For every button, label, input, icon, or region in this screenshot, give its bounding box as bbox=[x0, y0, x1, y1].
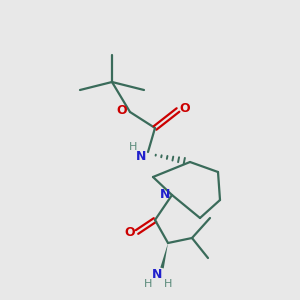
Text: O: O bbox=[180, 103, 190, 116]
Polygon shape bbox=[160, 243, 168, 268]
Text: N: N bbox=[136, 149, 146, 163]
Text: O: O bbox=[117, 104, 127, 118]
Text: N: N bbox=[152, 268, 162, 281]
Text: H: H bbox=[129, 142, 137, 152]
Text: H: H bbox=[144, 279, 152, 289]
Text: O: O bbox=[125, 226, 135, 238]
Text: N: N bbox=[160, 188, 170, 202]
Text: H: H bbox=[164, 279, 172, 289]
